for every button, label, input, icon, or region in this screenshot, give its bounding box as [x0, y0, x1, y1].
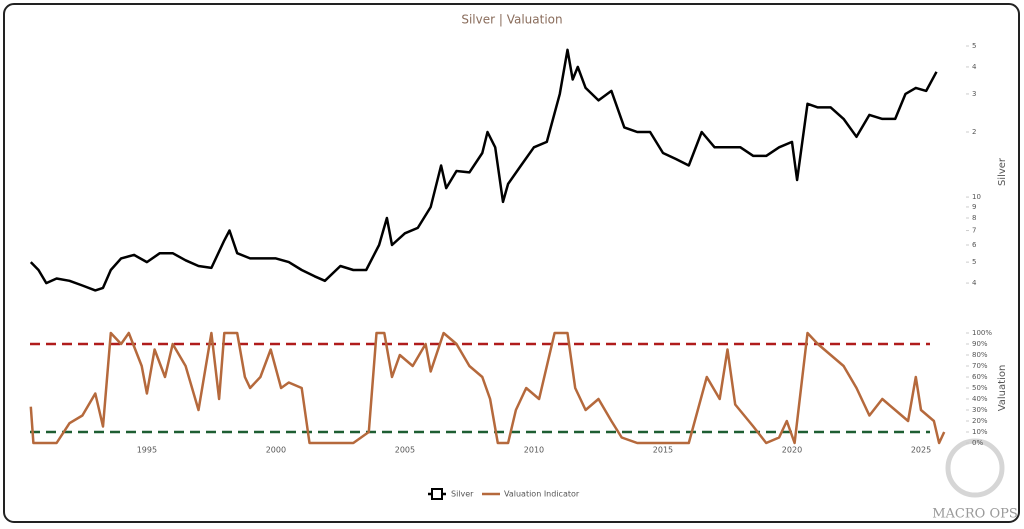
y-tick-label: 70%	[972, 362, 988, 370]
y-tick-label: 2	[972, 128, 976, 136]
x-tick-label: 2025	[911, 446, 931, 455]
x-tick-label: 1995	[137, 446, 157, 455]
y-tick-label: 40%	[972, 395, 988, 403]
watermark: MACRO OPS	[932, 507, 1018, 522]
chart-title: Silver | Valuation	[461, 13, 562, 27]
watermark-logo	[945, 438, 1005, 498]
y-tick-label: 3	[972, 90, 976, 98]
y-tick-label: 0%	[972, 439, 983, 447]
y-tick-label: 10	[972, 193, 981, 201]
x-tick-label: 2010	[524, 446, 544, 455]
y-tick-label: 80%	[972, 351, 988, 359]
y-tick-label: 50%	[972, 384, 988, 392]
legend-swatch	[431, 488, 443, 500]
x-tick-label: 2015	[653, 446, 673, 455]
line-series	[29, 331, 946, 445]
line-series	[29, 48, 938, 292]
y-tick-label: 5	[972, 42, 976, 50]
legend-label: Valuation Indicator	[504, 490, 580, 499]
x-tick-label: 2000	[266, 446, 286, 455]
y-axis-label: Silver	[997, 157, 1008, 186]
y-tick-label: 5	[972, 258, 976, 266]
y-tick-label: 7	[972, 227, 976, 235]
frame	[3, 3, 1020, 523]
y-tick-label: 100%	[972, 329, 992, 337]
y-tick-label: 6	[972, 241, 977, 249]
y-tick-label: 20%	[972, 417, 988, 425]
y-axis-label: Valuation	[997, 365, 1008, 412]
y-tick-label: 4	[972, 279, 977, 287]
x-tick-label: 2005	[395, 446, 415, 455]
y-tick-label: 8	[972, 214, 976, 222]
y-tick-label: 4	[972, 63, 977, 71]
y-tick-label: 90%	[972, 340, 988, 348]
legend-label: Silver	[451, 490, 474, 499]
y-tick-label: 10%	[972, 428, 988, 436]
y-tick-label: 30%	[972, 406, 988, 414]
y-tick-label: 60%	[972, 373, 988, 381]
x-tick-label: 2020	[782, 446, 802, 455]
legend: Silver Valuation Indicator	[428, 488, 580, 500]
y-tick-label: 9	[972, 203, 976, 211]
